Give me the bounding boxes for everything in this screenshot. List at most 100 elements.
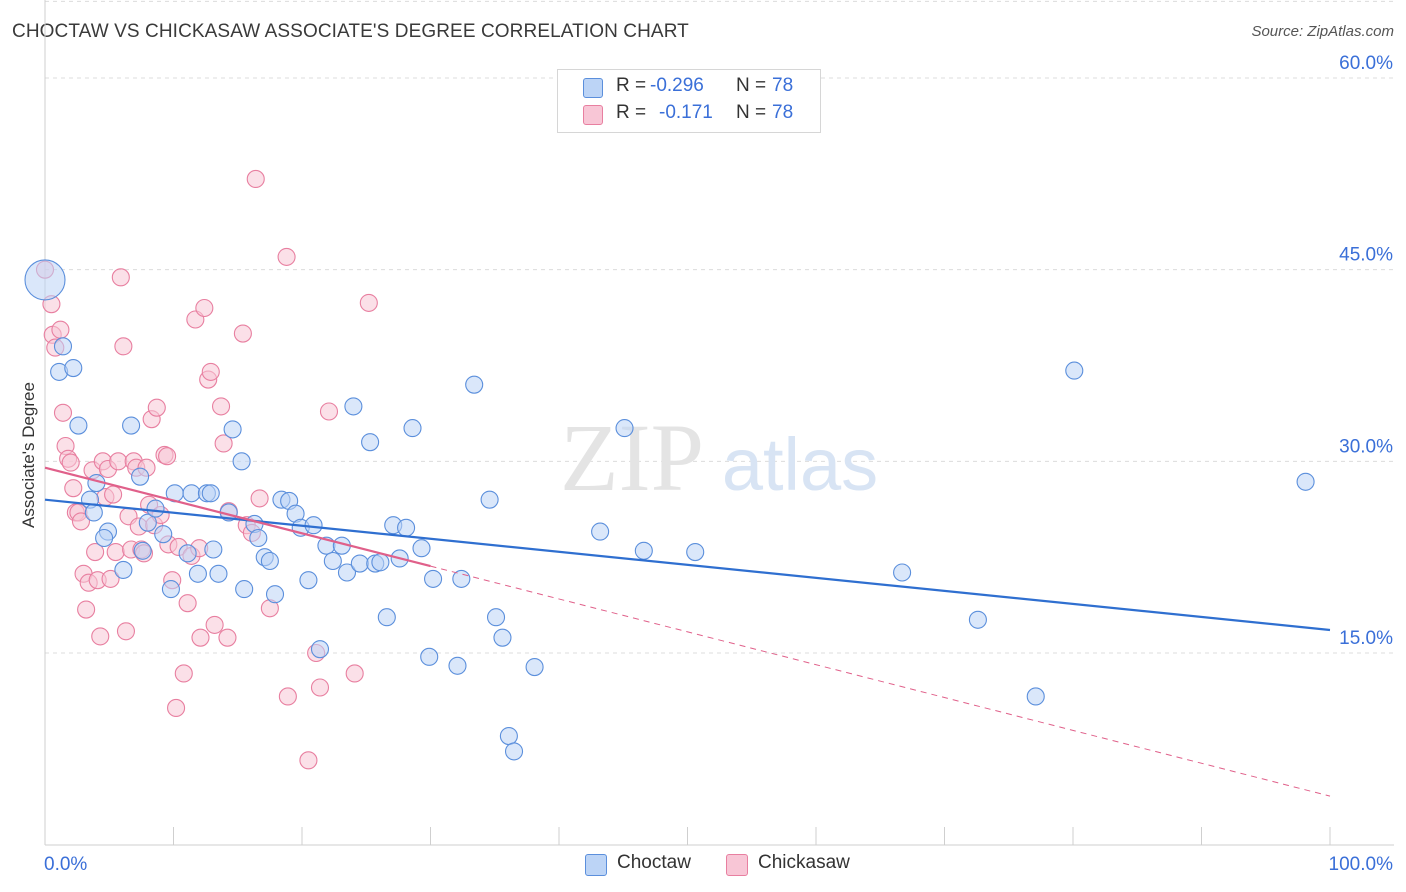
- choctaw-point: [344, 397, 363, 416]
- chickasaw-point: [278, 687, 297, 706]
- choctaw-point: [84, 503, 103, 522]
- chickasaw-point: [158, 447, 177, 466]
- chickasaw-trendline-extension: [430, 565, 1331, 797]
- choctaw-point: [337, 563, 357, 582]
- choctaw-point: [122, 416, 141, 435]
- choctaw-point: [131, 467, 150, 486]
- chickasaw-point: [214, 434, 233, 453]
- legend-n-value: 78: [772, 75, 794, 96]
- chickasaw-legend-swatch: [726, 854, 748, 876]
- choctaw-point: [265, 585, 285, 604]
- choctaw-point: [350, 554, 369, 573]
- chickasaw-point: [310, 678, 330, 697]
- choctaw-point: [615, 419, 634, 438]
- legend-n-label: N =: [736, 102, 767, 123]
- choctaw-point: [201, 484, 220, 503]
- choctaw-point: [591, 522, 610, 541]
- chickasaw-point: [91, 627, 110, 646]
- chickasaw-point: [111, 268, 130, 287]
- labels-layer: 15.0% 30.0% 45.0% 60.0% 0.0% 100.0% Associate'…: [19, 53, 1393, 875]
- choctaw-point: [114, 560, 133, 579]
- y-tick-label: 15.0%: [1339, 628, 1393, 649]
- watermark: ZIP atlas: [560, 404, 878, 511]
- chickasaw-point: [359, 293, 378, 312]
- trend-layer: [44, 466, 1331, 797]
- choctaw-point: [138, 513, 157, 532]
- choctaw-point: [249, 528, 268, 548]
- chickasaw-point: [167, 698, 186, 717]
- choctaw-point: [1026, 687, 1045, 706]
- chickasaw-point: [114, 337, 133, 356]
- choctaw-point: [182, 484, 201, 503]
- chickasaw-point: [299, 751, 318, 770]
- chickasaw-point: [109, 452, 128, 471]
- chickasaw-point: [250, 489, 269, 508]
- chickasaw-point: [211, 397, 231, 416]
- choctaw-point: [634, 541, 653, 560]
- chickasaw-point: [64, 479, 83, 498]
- choctaw-point: [260, 551, 279, 571]
- choctaw-point: [235, 580, 254, 599]
- choctaw-trendline: [44, 498, 1331, 632]
- chickasaw-swatch: [583, 105, 603, 125]
- choctaw-point: [146, 499, 165, 518]
- choctaw-point: [161, 580, 180, 599]
- chickasaw-point: [277, 247, 296, 266]
- choctaw-point: [412, 539, 431, 558]
- source-label: Source: ZipAtlas.com: [1251, 23, 1394, 40]
- choctaw-point: [465, 375, 484, 394]
- choctaw-point: [133, 541, 152, 560]
- legend-row-choctaw: R = -0.296 N = 78: [558, 75, 820, 99]
- choctaw-point: [420, 647, 439, 666]
- choctaw-point: [69, 416, 88, 435]
- chickasaw-point: [106, 543, 125, 562]
- chickasaw-point: [104, 485, 123, 504]
- choctaw-point: [24, 259, 66, 301]
- legend-label: Choctaw: [617, 852, 691, 873]
- watermark-atlas: atlas: [722, 423, 878, 506]
- points-layer: [24, 169, 1315, 770]
- choctaw-point: [1296, 472, 1315, 491]
- chickasaw-point: [218, 628, 237, 647]
- choctaw-point: [209, 564, 228, 583]
- chickasaw-point: [147, 398, 166, 417]
- chickasaw-point: [195, 298, 214, 318]
- legend-row-chickasaw: R = -0.171 N = 78: [558, 102, 820, 126]
- choctaw-point: [403, 419, 422, 438]
- legend-r-label: R =: [616, 102, 647, 123]
- chickasaw-point: [51, 320, 70, 339]
- choctaw-point: [525, 658, 544, 677]
- choctaw-point: [299, 571, 318, 590]
- legend-n-label: N =: [736, 75, 767, 96]
- legend-r-value: -0.171: [659, 102, 713, 123]
- legend-n-value: 78: [772, 102, 794, 123]
- chickasaw-point: [233, 324, 252, 343]
- chickasaw-point: [77, 600, 96, 619]
- choctaw-point: [377, 608, 396, 627]
- choctaw-point: [486, 608, 506, 627]
- chickasaw-point: [201, 362, 220, 381]
- x-tick-label: 0.0%: [44, 854, 87, 875]
- choctaw-swatch: [583, 78, 603, 98]
- chickasaw-point: [191, 628, 210, 647]
- chickasaw-point: [53, 403, 73, 422]
- y-tick-label: 45.0%: [1339, 245, 1393, 266]
- choctaw-point: [232, 452, 251, 471]
- chickasaw-point: [345, 664, 364, 683]
- choctaw-point: [204, 540, 223, 559]
- choctaw-point: [361, 433, 380, 452]
- y-axis-label: Associate's Degree: [19, 382, 38, 528]
- choctaw-point: [310, 640, 330, 659]
- choctaw-point: [686, 543, 705, 562]
- chickasaw-point: [174, 664, 193, 683]
- chickasaw-point: [178, 594, 197, 613]
- chickasaw-trendline: [44, 466, 431, 568]
- choctaw-point: [154, 525, 173, 544]
- chickasaw-point: [86, 543, 105, 562]
- legend-r-label: R =: [616, 75, 647, 96]
- chart-title: CHOCTAW VS CHICKASAW ASSOCIATE'S DEGREE …: [12, 21, 689, 42]
- choctaw-point: [499, 727, 518, 746]
- choctaw-legend-swatch: [585, 854, 607, 876]
- watermark-zip: ZIP: [560, 404, 704, 511]
